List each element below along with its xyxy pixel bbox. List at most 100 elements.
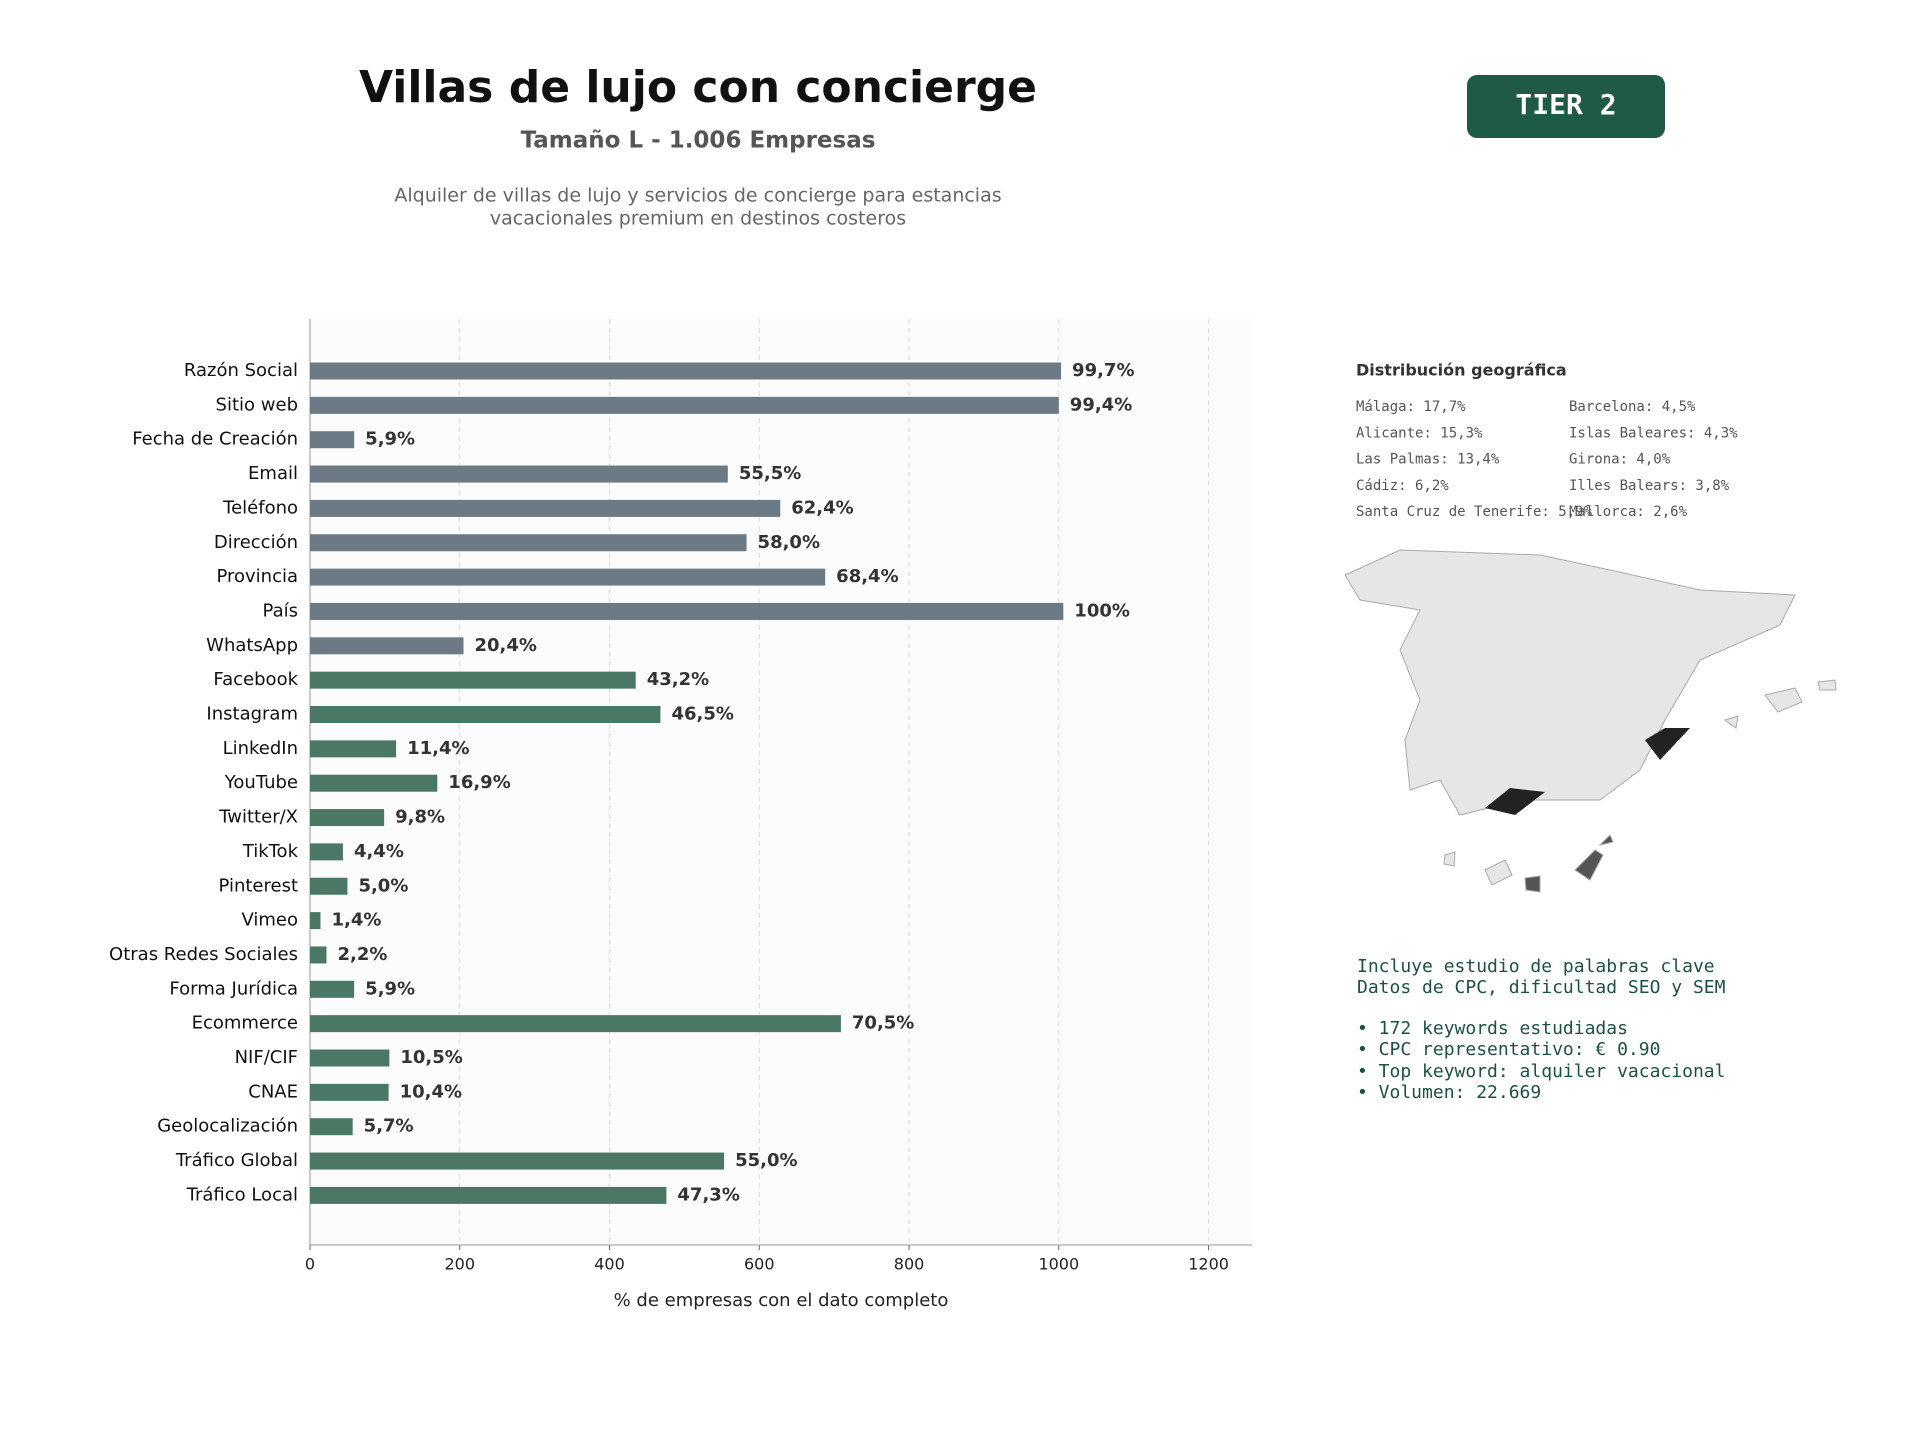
value-label: 1,4%	[331, 910, 381, 931]
bar	[310, 671, 636, 689]
y-tick-label: Teléfono	[222, 497, 298, 518]
value-label: 62,4%	[791, 497, 853, 518]
value-label: 58,0%	[758, 532, 820, 553]
y-tick-label: País	[263, 600, 298, 621]
geo-item: Santa Cruz de Tenerife: 5,9%	[1356, 504, 1593, 520]
bar	[310, 1152, 725, 1170]
bar	[310, 980, 355, 998]
map-island	[1484, 859, 1513, 886]
bar	[310, 431, 355, 449]
bar	[310, 362, 1062, 380]
y-tick-label: Razón Social	[184, 360, 298, 381]
x-tick-label: 1200	[1188, 1255, 1229, 1274]
x-tick-label: 400	[594, 1255, 625, 1274]
x-tick-label: 0	[305, 1255, 315, 1274]
value-label: 55,5%	[739, 463, 801, 484]
bar	[310, 1049, 390, 1067]
y-tick-label: Forma Jurídica	[169, 978, 298, 999]
map-island	[1817, 679, 1837, 691]
map-mainland	[1344, 549, 1796, 816]
value-label: 43,2%	[647, 669, 709, 690]
y-tick-label: WhatsApp	[206, 635, 298, 656]
bar	[310, 396, 1059, 414]
keywords-line: Incluye estudio de palabras clave	[1357, 956, 1715, 977]
bar	[310, 568, 826, 586]
y-tick-label: Ecommerce	[192, 1013, 298, 1034]
keywords-bullet: • CPC representativo: € 0.90	[1357, 1039, 1660, 1060]
map	[1344, 549, 1837, 893]
map-highlight	[1485, 788, 1545, 815]
map-highlight	[1645, 728, 1690, 760]
x-tick-label: 600	[744, 1255, 775, 1274]
y-tick-label: Facebook	[213, 669, 298, 690]
value-label: 5,9%	[365, 978, 415, 999]
y-tick-label: Vimeo	[241, 910, 298, 931]
value-label: 16,9%	[448, 772, 510, 793]
y-tick-label: Email	[248, 463, 298, 484]
y-tick-label: LinkedIn	[223, 738, 298, 759]
bar	[310, 946, 327, 964]
value-label: 11,4%	[407, 738, 469, 759]
y-tick-label: TikTok	[242, 841, 299, 862]
x-axis-label: % de empresas con el dato completo	[614, 1290, 949, 1311]
value-label: 47,3%	[677, 1184, 739, 1205]
y-tick-label: Sitio web	[216, 394, 298, 415]
value-label: 55,0%	[735, 1150, 797, 1171]
map-island	[1764, 687, 1803, 713]
bar	[310, 1118, 353, 1136]
keywords-bullet: • 172 keywords estudiadas	[1357, 1018, 1628, 1039]
bar	[310, 843, 343, 861]
geo-item: Girona: 4,0%	[1569, 452, 1671, 468]
value-label: 99,7%	[1072, 360, 1134, 381]
map-island	[1524, 875, 1541, 893]
subtitle: Tamaño L - 1.006 Empresas	[521, 128, 876, 154]
y-tick-label: Otras Redes Sociales	[109, 944, 298, 965]
y-tick-label: Dirección	[214, 532, 298, 553]
bar	[310, 637, 464, 655]
value-label: 10,4%	[400, 1081, 462, 1102]
bar	[310, 465, 728, 483]
bar	[310, 1186, 667, 1204]
value-label: 4,4%	[354, 841, 404, 862]
y-tick-label: NIF/CIF	[235, 1047, 298, 1068]
geo-item: Mallorca: 2,6%	[1569, 504, 1688, 520]
bar	[310, 1083, 389, 1101]
map-island	[1723, 715, 1739, 729]
value-label: 100%	[1074, 600, 1130, 621]
bar	[310, 877, 348, 895]
geo-item: Cádiz: 6,2%	[1356, 478, 1449, 494]
bar	[310, 602, 1064, 620]
y-tick-label: YouTube	[224, 772, 298, 793]
bar	[310, 534, 747, 552]
y-tick-label: Instagram	[206, 704, 298, 725]
geo-item: Málaga: 17,7%	[1356, 399, 1466, 415]
bar	[310, 1015, 841, 1033]
title: Villas de lujo con concierge	[359, 62, 1037, 113]
map-island	[1443, 851, 1456, 867]
badge-label: TIER 2	[1515, 88, 1616, 121]
value-label: 5,9%	[365, 429, 415, 450]
geo-title: Distribución geográfica	[1356, 361, 1567, 380]
geo-item: Alicante: 15,3%	[1356, 425, 1483, 441]
bar	[310, 740, 397, 758]
bar	[310, 912, 321, 930]
map-island	[1574, 849, 1604, 881]
y-tick-label: Tráfico Local	[186, 1184, 298, 1205]
value-label: 99,4%	[1070, 394, 1132, 415]
value-label: 70,5%	[852, 1013, 914, 1034]
badge	[1467, 75, 1665, 138]
y-tick-label: Tráfico Global	[175, 1150, 298, 1171]
value-label: 5,7%	[364, 1116, 414, 1137]
geo-item: Las Palmas: 13,4%	[1356, 452, 1500, 468]
value-label: 20,4%	[475, 635, 537, 656]
y-tick-label: CNAE	[248, 1081, 298, 1102]
value-label: 68,4%	[836, 566, 898, 587]
x-tick-label: 800	[894, 1255, 925, 1274]
value-label: 2,2%	[337, 944, 387, 965]
bar	[310, 706, 661, 723]
keywords-line: Datos de CPC, dificultad SEO y SEM	[1357, 977, 1726, 998]
geo-item: Islas Baleares: 4,3%	[1569, 425, 1738, 441]
bar	[310, 499, 781, 517]
description: Alquiler de villas de lujo y servicios d…	[394, 185, 1001, 207]
